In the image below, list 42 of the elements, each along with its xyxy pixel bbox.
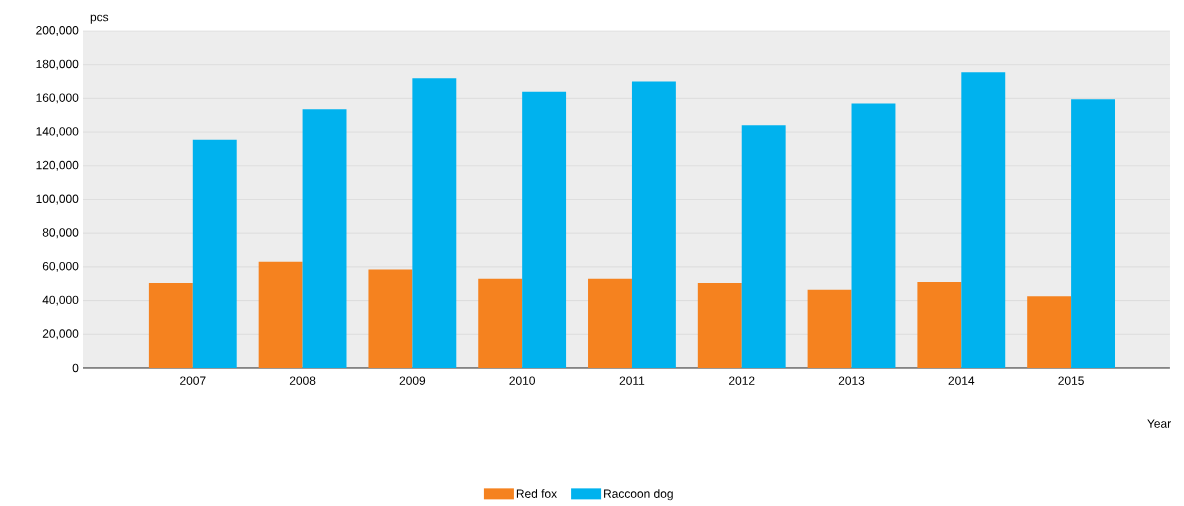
- bar: [522, 91, 567, 368]
- y-tick-label: 40,000: [42, 295, 79, 306]
- bar: [148, 282, 193, 368]
- bar: [588, 278, 632, 368]
- bar: [368, 269, 413, 368]
- bar: [851, 103, 896, 368]
- x-tick-label: 2014: [948, 376, 975, 385]
- y-axis-title: pcs: [90, 14, 109, 24]
- x-axis-title: Year: [1147, 419, 1171, 428]
- bar: [412, 78, 457, 368]
- y-tick-label: 80,000: [42, 228, 79, 239]
- bar: [697, 282, 742, 368]
- bar: [631, 81, 676, 368]
- y-tick-label: 160,000: [36, 93, 79, 104]
- bar: [741, 125, 786, 368]
- bar: [1027, 296, 1072, 368]
- bar: [807, 289, 852, 368]
- y-tick-label: 60,000: [42, 261, 79, 272]
- y-tick-label: 100,000: [36, 194, 79, 205]
- y-tick-label: 20,000: [42, 329, 79, 340]
- x-tick-label: 2008: [289, 376, 316, 385]
- bar: [917, 282, 962, 368]
- x-tick-label: 2007: [180, 376, 206, 385]
- bar: [302, 109, 347, 368]
- y-tick-label: 120,000: [36, 160, 79, 171]
- y-tick-label: 140,000: [36, 127, 79, 138]
- x-tick-label: 2009: [399, 376, 426, 385]
- y-tick-label: 0: [72, 363, 79, 373]
- legend-label: Red fox: [516, 489, 557, 498]
- x-tick-label: 2012: [729, 376, 755, 385]
- bar: [192, 139, 237, 368]
- y-tick-label: 180,000: [36, 59, 79, 70]
- bar: [961, 72, 1006, 368]
- x-tick-label: 2013: [838, 376, 865, 385]
- y-tick-label: 200,000: [36, 26, 79, 36]
- bar: [1071, 99, 1116, 368]
- bar: [478, 278, 523, 368]
- legend-label: Raccoon dog: [604, 489, 673, 501]
- bar: [258, 261, 303, 368]
- x-tick-label: 2011: [619, 376, 645, 385]
- x-tick-label: 2015: [1058, 376, 1084, 385]
- x-tick-label: 2010: [509, 376, 535, 385]
